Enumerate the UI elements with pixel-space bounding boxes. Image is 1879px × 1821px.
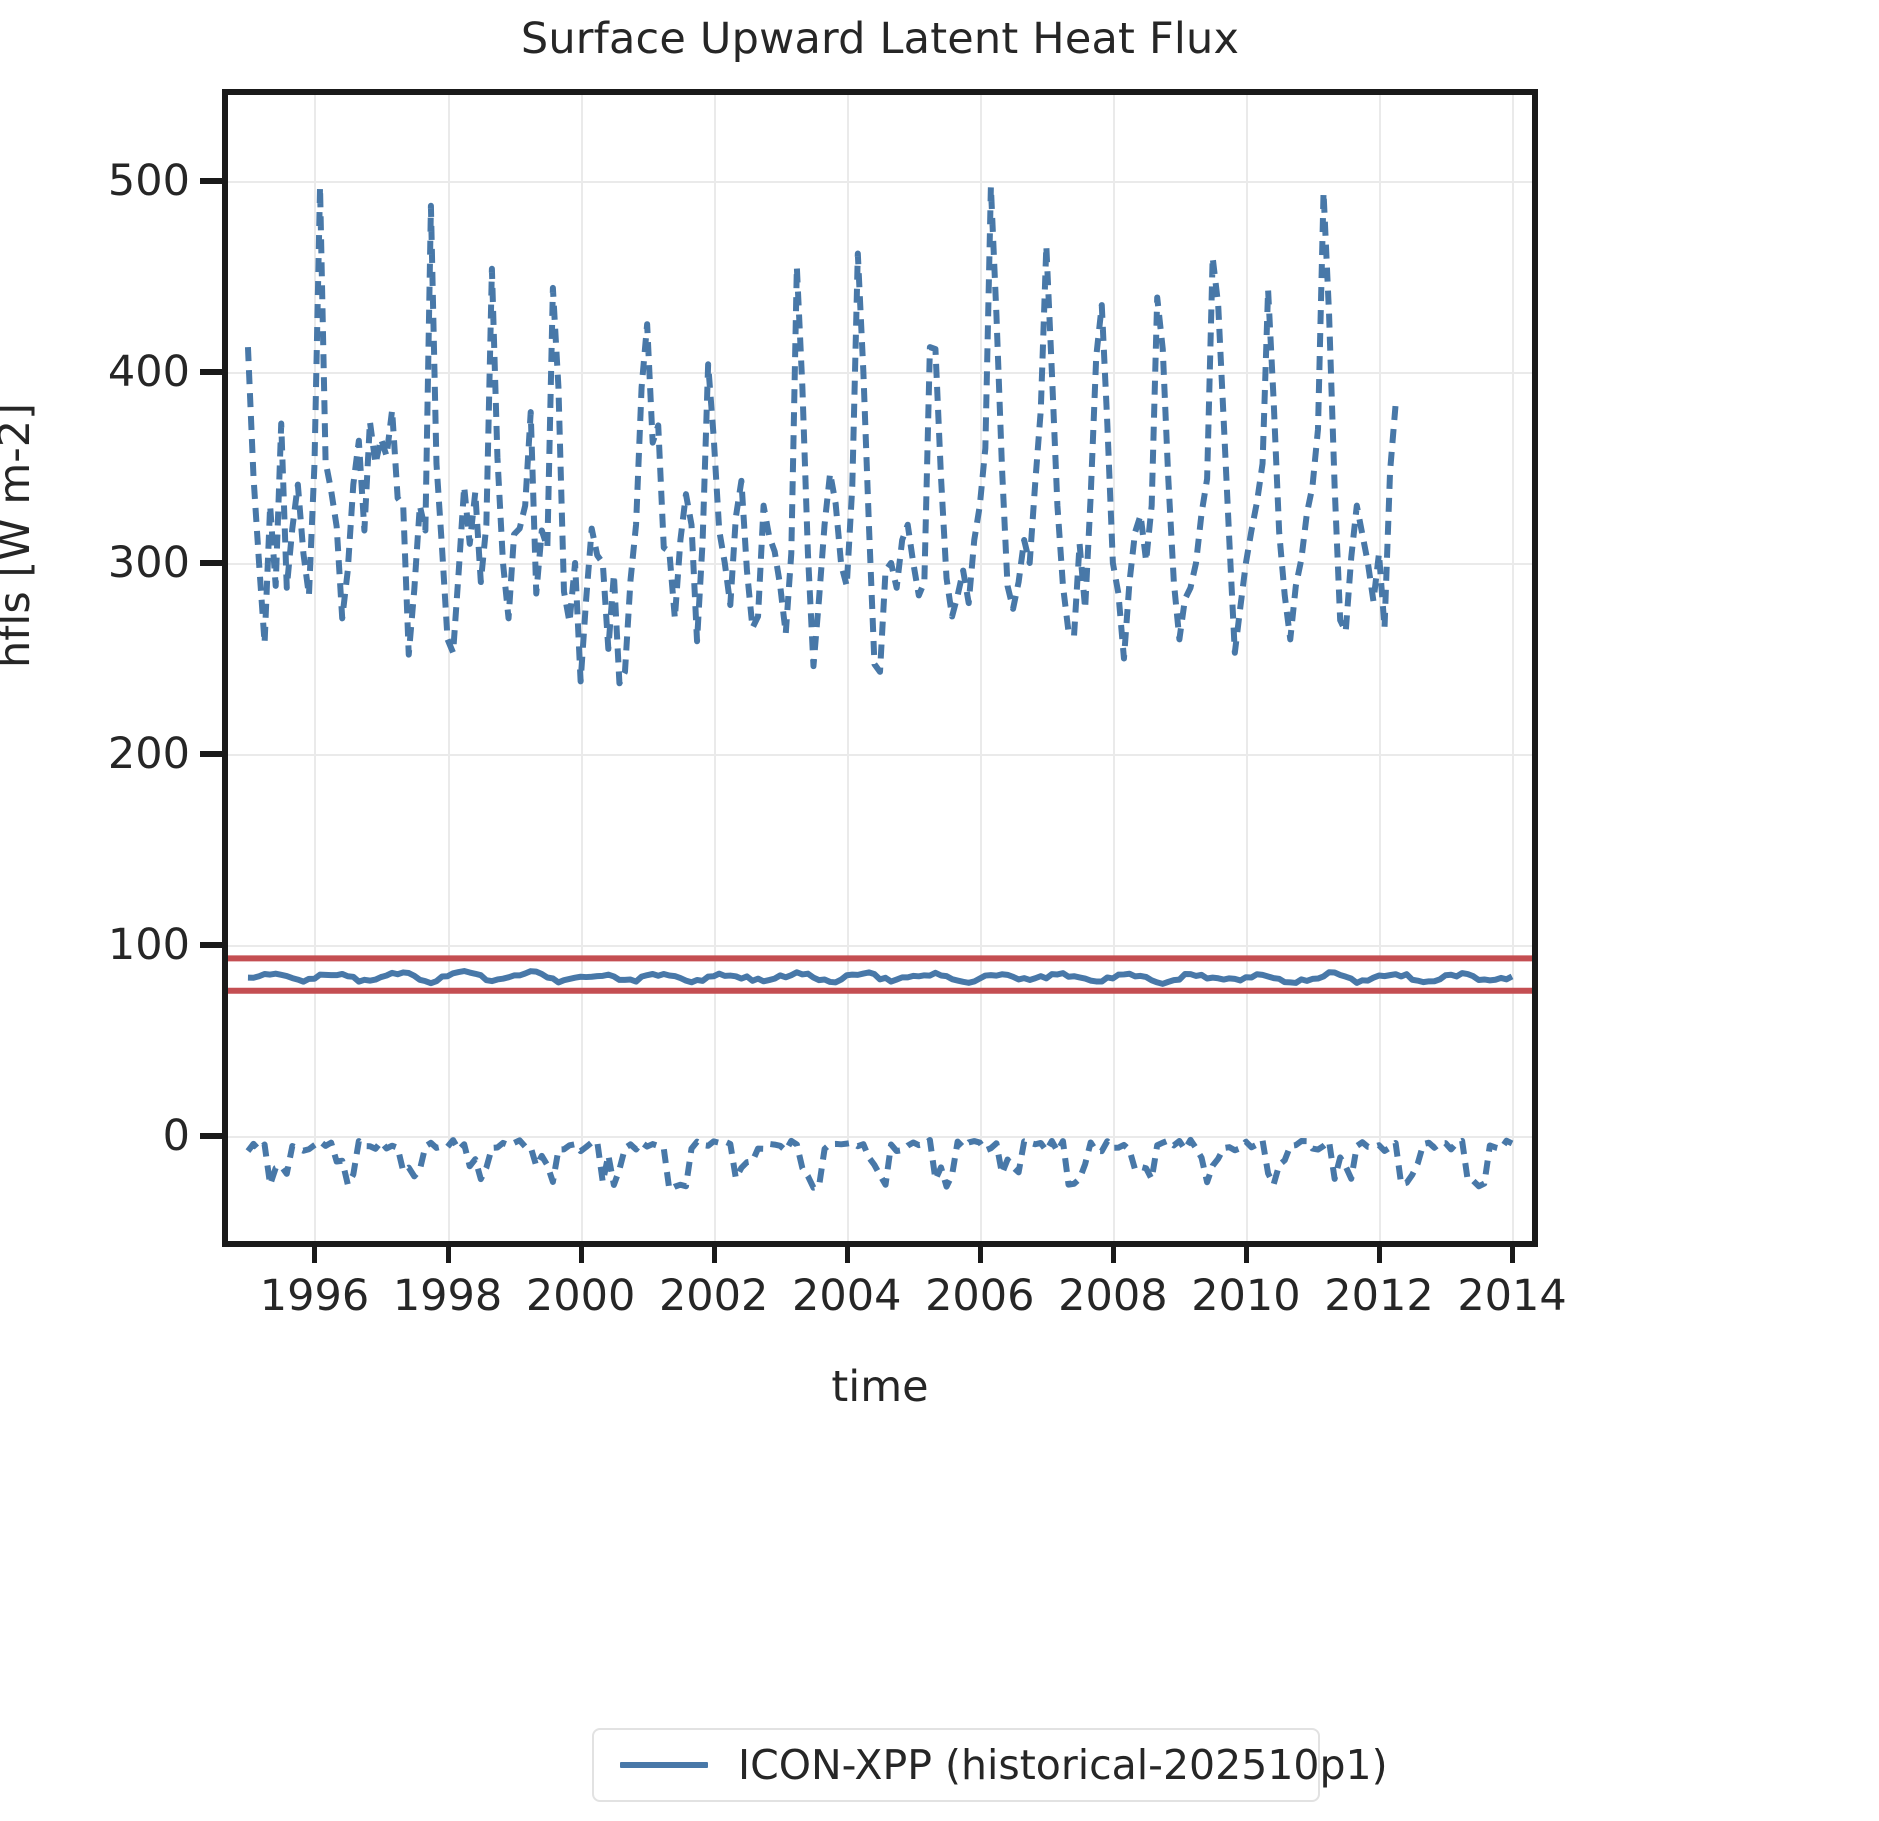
legend-box[interactable]: ICON-XPP (historical-202510p1) <box>592 1728 1388 1802</box>
y-tick-label: 100 <box>107 919 190 970</box>
legend-label: ICON-XPP (historical-202510p1) <box>738 1741 1388 1789</box>
x-tick-label: 2008 <box>1058 1271 1168 1321</box>
gridline-vertical <box>846 95 849 1241</box>
x-tick-mark <box>1110 1241 1116 1263</box>
y-tick-label: 400 <box>107 346 190 397</box>
y-tick-mark <box>200 1132 222 1139</box>
y-axis-label: hfls [W m-2] <box>0 403 40 668</box>
gridline-horizontal <box>228 753 1532 756</box>
plot-area: 0 100 200 300 400 500 1996 1998 2000 2002 2004 2006… <box>108 89 1567 1321</box>
x-tick-mark <box>977 1241 983 1263</box>
x-tick-label: 2014 <box>1457 1271 1567 1321</box>
x-tick-mark <box>1510 1241 1516 1263</box>
y-tick-label: 300 <box>107 537 190 588</box>
x-tick-label: 1996 <box>259 1271 370 1321</box>
x-tick-mark <box>1376 1241 1382 1263</box>
gridline-vertical <box>979 95 982 1241</box>
gridline-horizontal <box>228 371 1532 374</box>
y-tick-mark <box>200 941 222 948</box>
x-tick-label: 2002 <box>658 1271 769 1321</box>
y-tick-label: 0 <box>162 1110 190 1161</box>
x-tick-mark <box>1243 1241 1249 1263</box>
series-lower-dashed-band <box>248 1140 1512 1190</box>
gridline-horizontal <box>228 562 1532 565</box>
gridline-vertical <box>1112 95 1115 1241</box>
x-axis-label: time <box>831 1362 929 1412</box>
y-tick-mark <box>200 368 222 375</box>
plot-inner <box>228 95 1532 1241</box>
x-tick-label: 2012 <box>1324 1271 1434 1321</box>
chart-title: Surface Upward Latent Heat Flux <box>520 14 1240 64</box>
gridline-vertical <box>1512 95 1515 1241</box>
legend-line-swatch <box>620 1762 708 1768</box>
x-tick-label: 2006 <box>925 1271 1035 1321</box>
gridline-vertical <box>314 95 317 1241</box>
x-tick-label: 2000 <box>525 1271 636 1321</box>
x-tick-mark <box>312 1241 318 1263</box>
series-layer <box>228 95 1532 1241</box>
x-tick-mark <box>711 1241 717 1263</box>
series-upper-dashed-band <box>248 187 1396 684</box>
y-tick-mark <box>200 750 222 757</box>
gridline-horizontal <box>228 180 1532 183</box>
y-tick-label: 200 <box>107 728 190 779</box>
x-tick-mark <box>578 1241 584 1263</box>
gridline-vertical <box>713 95 716 1241</box>
x-tick-label: 2010 <box>1191 1271 1301 1321</box>
y-tick-label: 500 <box>107 155 190 206</box>
y-tick-mark <box>200 177 222 184</box>
gridline-horizontal <box>228 1135 1532 1138</box>
x-tick-mark <box>445 1241 451 1263</box>
gridline-vertical <box>1378 95 1381 1241</box>
x-tick-label: 2004 <box>792 1271 902 1321</box>
x-tick-mark <box>844 1241 850 1263</box>
gridline-horizontal <box>228 944 1532 947</box>
x-tick-label: 1998 <box>392 1271 503 1321</box>
series-mid-solid-mean <box>248 971 1512 984</box>
gridline-vertical <box>447 95 450 1241</box>
gridline-vertical <box>1245 95 1248 1241</box>
y-tick-mark <box>200 559 222 566</box>
